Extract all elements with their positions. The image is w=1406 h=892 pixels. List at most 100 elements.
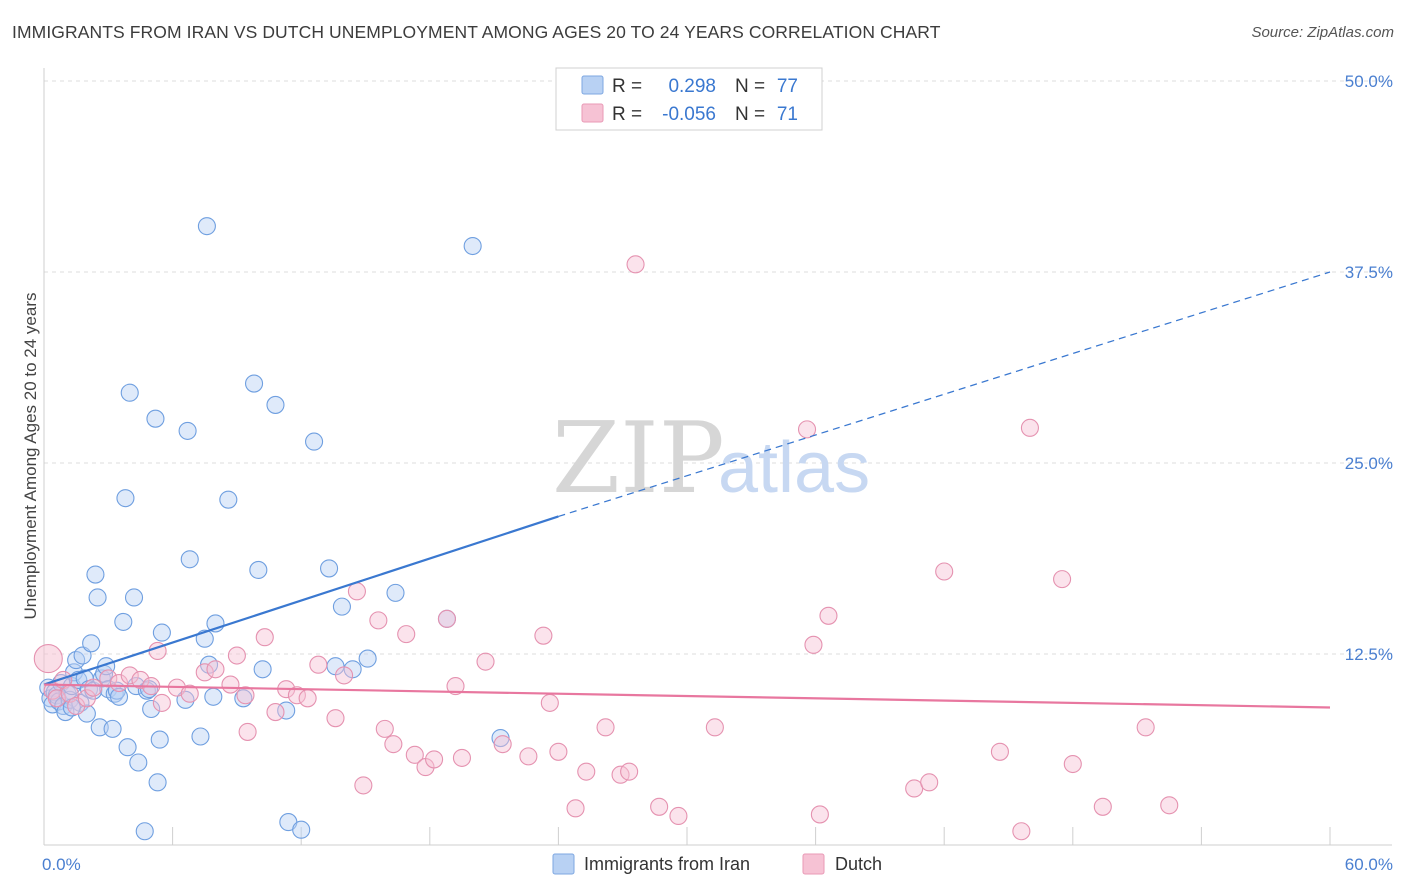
iran-point [219,490,238,509]
dutch-point [452,748,472,767]
dutch-point [180,684,199,703]
legend-n-value-1: 77 [777,76,798,97]
iran-point [129,753,148,772]
svg-text:0.298: 0.298 [668,76,716,97]
iran-point [135,822,154,841]
dutch-point [67,696,86,716]
dutch-point [238,722,257,741]
dutch-point [1053,570,1072,589]
iran-trend-line [43,515,559,686]
iran-point [116,489,135,508]
dutch-point [236,686,255,705]
dutch-point [493,735,512,754]
dutch-point [540,693,559,712]
series-legend-label-dutch: Dutch [835,854,882,874]
dutch-point [425,750,444,769]
dutch-point [620,762,639,781]
dutch-point [375,719,394,738]
y-axis-label: Unemployment Among Ages 20 to 24 years [21,293,40,620]
dutch-point [1063,754,1082,774]
iran-point [150,730,169,749]
iran-point [88,588,107,607]
legend-r-value-2: -0.056 [662,104,716,125]
legend-r-label-1: R = [612,76,642,97]
svg-text:R =: R = [612,104,642,125]
iran-point [332,597,351,616]
legend-r-label-2: R = [612,104,642,125]
dutch-point [1160,796,1179,815]
dutch-point [221,675,240,694]
series-legend-label-iran: Immigrants from Iran [584,854,750,874]
legend-swatch-blue [581,75,604,95]
dutch-point [109,673,129,693]
watermark-atlas: atlas [718,428,870,508]
iran-point [142,699,161,719]
y-tick-labels: 12.5% 25.0% 37.5% 50.0% [1345,72,1393,664]
iran-point [152,623,171,642]
iran-point [191,727,210,746]
iran-point [178,421,197,440]
iran-trend-extension [558,271,1331,518]
iran-point [249,560,268,580]
dutch-point [920,773,939,792]
dutch-point [120,666,139,685]
dutch-point [77,689,96,708]
legend-r-value-1: 0.298 [668,76,716,97]
dutch-point [384,735,403,754]
iran-point [180,550,199,569]
iran-point [292,820,311,839]
x-minor-ticks [172,827,1331,845]
iran-point [82,634,101,653]
dutch-point [905,779,924,798]
iran-point [234,689,253,708]
dutch-point [935,562,954,581]
iran-point [118,738,137,757]
iran-point [463,236,482,256]
dutch-point [99,669,118,688]
dutch-point [354,776,373,795]
iran-point [266,395,285,414]
dutch-point [131,670,150,690]
x-tick-label: 0.0% [42,855,81,874]
dutch-point [534,626,553,645]
legend-swatch-pink [581,103,604,123]
dutch-point [1020,418,1039,437]
iran-point [120,383,139,402]
iran-point [204,687,223,706]
dutch-point [549,742,568,761]
legend-n-value-2: 71 [777,104,798,125]
iran-point [124,588,144,607]
axes [43,68,1392,846]
dutch-point [810,805,829,824]
y-tick-label: 25.0% [1345,454,1393,473]
stats-legend: R = 0.298 N = 77 R = -0.056 N = 71 [555,67,823,131]
chart-source: Source: ZipAtlas.com [1251,24,1394,41]
iran-point [109,687,129,706]
dutch-point [266,703,285,722]
dutch-point [626,255,645,274]
dutch-point [476,652,495,671]
y-tick-label: 12.5% [1345,645,1393,664]
svg-text:77: 77 [777,76,798,97]
dutch-point [1093,797,1112,816]
series-legend-swatch-dutch [802,853,825,875]
dutch-point [669,806,688,826]
dutch-point [298,689,317,708]
dutch-point [84,678,103,697]
dutch-point [326,709,345,728]
y-tick-label: 50.0% [1345,72,1393,91]
watermark-zip: ZIP [552,402,725,516]
dutch-point [596,718,615,737]
iran-point [253,660,272,679]
dutch-point [195,663,214,682]
chart-title: IMMIGRANTS FROM IRAN VS DUTCH UNEMPLOYME… [12,22,941,42]
data-points [33,217,1179,841]
iran-point [358,649,377,668]
dutch-point [206,660,225,679]
dutch-point [255,628,274,647]
iran-point [146,409,165,428]
dutch-point [819,606,838,625]
dutch-point [437,609,456,628]
dutch-point [804,635,823,654]
